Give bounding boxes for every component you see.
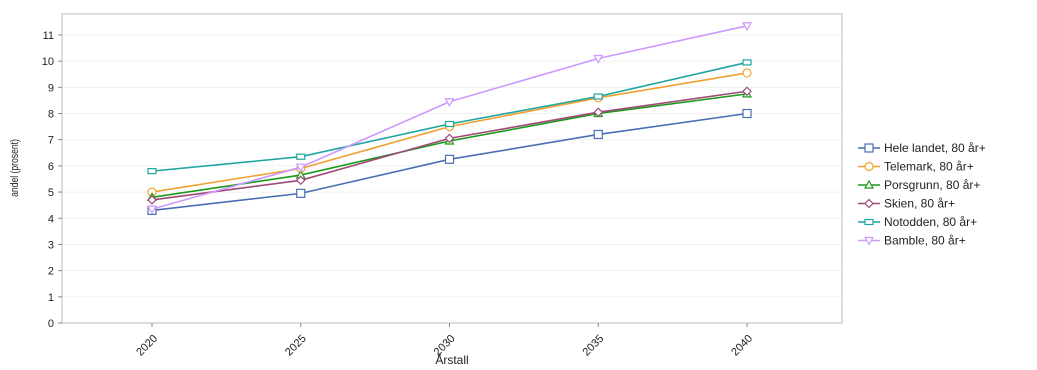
y-tick-label: 1 [48,292,54,304]
y-tick-label: 7 [48,135,54,147]
data-point [742,86,752,97]
data-point [593,54,604,64]
legend-label: Skien, 80 år+ [884,197,955,211]
series-line [151,25,748,210]
series [147,68,752,197]
y-axis-title: andel (prosent) [9,139,21,197]
data-point [742,59,752,66]
series-line [151,93,748,199]
series [146,22,753,215]
y-tick-label: 3 [48,239,54,251]
legend: Hele landet, 80 år+ Telemark, 80 år+ Porsg… [858,141,986,248]
legend-label: Telemark, 80 år+ [884,160,974,174]
legend-item: Notodden, 80 år+ [858,215,977,229]
data-point [444,154,455,164]
data-point [296,153,306,160]
series-lines [146,22,753,215]
legend-label: Bamble, 80 år+ [884,234,966,248]
data-point [864,218,874,226]
y-tick-label: 0 [48,318,54,330]
data-point [742,108,752,119]
y-axis-ticks: 0 1 2 3 4 5 6 7 8 9 10 11 [42,30,62,330]
data-point [863,179,875,189]
data-point [295,163,306,173]
y-tick-label: 11 [43,30,54,42]
y-tick-label: 10 [42,56,54,68]
data-point [296,188,306,198]
legend-item: Porsgrunn, 80 år+ [858,178,980,192]
x-tick-label: 2040 [729,333,755,359]
legend-item: Skien, 80 år+ [858,197,955,211]
data-point [444,120,455,128]
series-line [151,72,748,193]
legend-item: Bamble, 80 år+ [858,234,966,248]
x-axis-title: Årstall [435,352,468,367]
data-point [444,133,455,144]
grid-lines [62,34,842,324]
x-tick-label: 2025 [283,333,309,359]
data-point [146,205,158,215]
data-point [593,93,603,100]
y-tick-label: 4 [48,213,54,225]
y-tick-label: 2 [48,266,54,278]
x-tick-label: 2020 [134,333,160,359]
data-point [593,129,603,140]
plot-area-frame [61,13,843,324]
legend-item: Hele landet, 80 år+ [858,141,986,155]
data-point [741,22,753,31]
data-point [742,68,752,78]
series [147,86,752,205]
series [147,59,752,175]
data-point [147,168,157,175]
data-point [864,198,874,209]
y-tick-label: 8 [48,109,54,121]
data-point [444,98,455,107]
legend-label: Hele landet, 80 år+ [884,141,986,155]
data-point [593,107,604,118]
data-point [864,143,874,153]
legend-item: Telemark, 80 år+ [858,160,974,174]
y-tick-label: 5 [48,187,54,199]
data-point [147,195,157,205]
x-tick-label: 2035 [581,333,607,359]
y-tick-label: 9 [48,82,54,94]
y-tick-label: 6 [48,161,54,173]
legend-label: Porsgrunn, 80 år+ [884,178,980,192]
legend-label: Notodden, 80 år+ [884,215,977,229]
data-point [863,236,875,246]
data-point [295,175,306,186]
data-point [864,161,874,172]
